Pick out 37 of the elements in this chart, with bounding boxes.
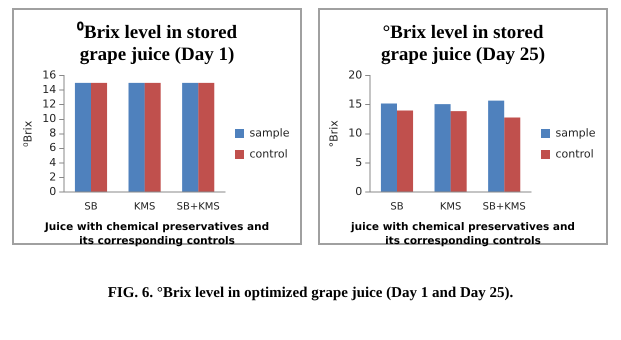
bar [488, 100, 504, 192]
y-tick-label: 0 [355, 184, 362, 198]
legend-label: control [556, 147, 594, 160]
y-axis-title: ⁰Brix [21, 120, 34, 147]
bar [380, 104, 397, 192]
chart-title: °Brix level in stored grape juice (Day 25) [380, 22, 546, 66]
chart-title: ⁰Brix level in stored grape juice (Day 1) [76, 22, 238, 66]
y-axis-title: °Brix [327, 120, 340, 148]
x-axis-title: juice with chemical preservatives and its corresponding controls [350, 220, 576, 248]
y-tick-label: 20 [348, 68, 362, 82]
x-tick-label: SB+KMS [176, 202, 220, 213]
x-tick-label: SB [84, 202, 98, 213]
bar [397, 110, 414, 192]
y-tick-label: 10 [42, 112, 56, 126]
caption: FIG. 6. °Brix level in optimized grape juice (Day 1 and Day 25). [106, 285, 514, 302]
y-tick-label: 16 [42, 68, 56, 82]
y-tick-label: 2 [49, 170, 56, 184]
legend-label: sample [556, 126, 596, 140]
legend-label: control [250, 147, 288, 160]
x-tick-label: SB [390, 202, 404, 213]
bar [450, 111, 467, 192]
x-tick-label: SB+KMS [482, 202, 526, 213]
bar [504, 118, 520, 192]
y-tick-label: 10 [348, 126, 362, 140]
y-tick-label: 0 [49, 184, 56, 198]
bar [434, 104, 451, 192]
y-tick-label: 14 [42, 83, 56, 96]
y-tick-label: 5 [355, 156, 362, 169]
y-tick-label: 4 [49, 156, 56, 169]
x-tick-label: KMS [440, 202, 462, 213]
y-tick-label: 8 [49, 126, 56, 140]
y-tick-label: 6 [49, 141, 56, 154]
x-tick-label: KMS [134, 202, 156, 213]
y-tick-label: 12 [42, 98, 56, 111]
legend-label: sample [250, 126, 290, 140]
y-tick-label: 15 [348, 98, 362, 111]
x-axis-title: Juice with chemical preservatives and its corresponding controls [43, 220, 270, 248]
